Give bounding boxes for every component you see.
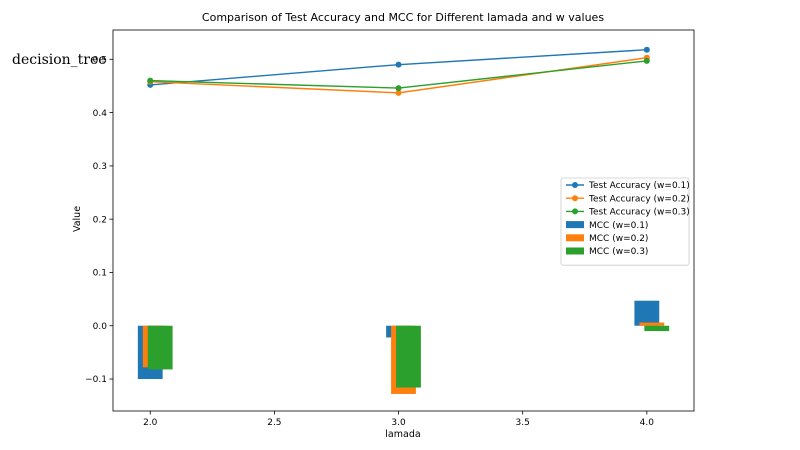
legend-bar-swatch (566, 247, 584, 255)
legend-marker (572, 195, 578, 202)
legend-box (560, 177, 690, 266)
x-tick-label: 4.0 (640, 418, 655, 428)
y-axis-label: Value (72, 206, 83, 232)
x-axis-ticks: 2.0 2.5 3.0 3.5 4.0 (143, 411, 654, 428)
accuracy-point (643, 57, 650, 64)
legend-label: Test Accuracy (w=0.3) (588, 208, 690, 218)
plot-frame (112, 29, 695, 412)
legend-label: MCC (w=0.1) (589, 221, 648, 231)
y-axis-ticks: −0.1 0.0 0.1 0.2 0.3 0.4 0.5 (85, 56, 113, 385)
accuracy-point (395, 61, 402, 68)
y-tick-label: 0.3 (93, 162, 107, 172)
legend-label: MCC (w=0.3) (589, 247, 648, 257)
y-tick-label: 0.2 (93, 215, 107, 225)
accuracy-point (395, 89, 402, 96)
accuracy-point (643, 46, 650, 53)
accuracy-point (147, 77, 154, 84)
mcc-bar (644, 325, 670, 332)
y-tick-label: 0.0 (93, 322, 108, 332)
y-tick-label: −0.1 (85, 375, 107, 385)
x-axis-label: lamada (385, 429, 420, 440)
y-tick-label: 0.5 (93, 56, 107, 66)
legend-marker (572, 182, 578, 188)
legend-label: Test Accuracy (w=0.1) (588, 181, 690, 191)
x-tick-label: 2.5 (267, 418, 281, 428)
accuracy-point (395, 85, 402, 92)
accuracy-lines (147, 46, 650, 96)
mcc-bar (147, 325, 173, 370)
chart-title: Comparison of Test Accuracy and MCC for … (202, 11, 604, 24)
mcc-bar (634, 300, 660, 326)
mcc-bar (396, 325, 421, 388)
legend-label: Test Accuracy (w=0.2) (588, 194, 690, 204)
y-tick-label: 0.4 (93, 109, 108, 119)
mcc-bar (639, 322, 665, 326)
x-tick-label: 2.0 (143, 418, 158, 428)
legend-bar-swatch (566, 221, 584, 229)
side-label: decision_tree (12, 52, 107, 68)
y-tick-label: 0.1 (93, 269, 107, 279)
legend-bar-swatch (566, 234, 584, 242)
x-tick-label: 3.0 (391, 418, 406, 428)
legend: Test Accuracy (w=0.1) Test Accuracy (w=0.… (560, 177, 690, 266)
legend-marker (572, 208, 578, 215)
legend-label: MCC (w=0.2) (589, 234, 648, 244)
mcc-bars (137, 300, 670, 394)
x-tick-label: 3.5 (516, 418, 530, 428)
